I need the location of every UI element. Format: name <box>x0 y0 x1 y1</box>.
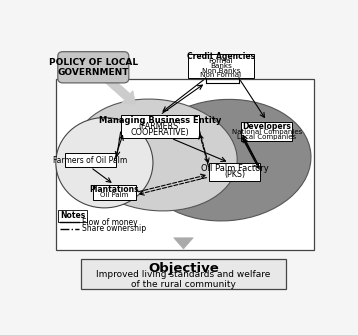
Text: Plantations: Plantations <box>89 185 139 194</box>
Text: Objective: Objective <box>148 262 219 275</box>
Text: Banks: Banks <box>210 63 232 69</box>
Bar <box>241 122 292 141</box>
FancyBboxPatch shape <box>58 52 129 83</box>
Text: Flow of money: Flow of money <box>82 217 138 226</box>
Text: Local Companies: Local Companies <box>237 134 296 140</box>
Text: Oil Palm Factory: Oil Palm Factory <box>201 164 268 174</box>
Bar <box>121 115 199 138</box>
Text: (PKS): (PKS) <box>224 170 245 179</box>
Text: Improved living standards and welfare
of the rural community: Improved living standards and welfare of… <box>96 270 271 289</box>
Text: Managing Business Entity: Managing Business Entity <box>99 117 221 125</box>
Ellipse shape <box>74 99 237 211</box>
FancyArrowPatch shape <box>105 76 136 104</box>
Bar <box>56 79 314 251</box>
Bar <box>188 54 253 78</box>
Text: (FARMERS': (FARMERS' <box>139 122 181 131</box>
Text: Non Formal: Non Formal <box>200 72 242 78</box>
Text: Formal: Formal <box>209 58 233 64</box>
Ellipse shape <box>139 99 311 221</box>
Text: National Companies: National Companies <box>232 129 302 135</box>
Text: Oil Palm: Oil Palm <box>100 192 128 198</box>
Text: Developers: Developers <box>242 122 291 131</box>
Bar <box>93 185 136 200</box>
Ellipse shape <box>56 118 153 208</box>
Bar <box>209 163 261 181</box>
Text: Non Banks: Non Banks <box>202 68 240 74</box>
Text: Farmers of Oil Palm: Farmers of Oil Palm <box>53 156 128 164</box>
FancyBboxPatch shape <box>81 259 286 289</box>
Bar <box>65 153 116 167</box>
Text: COOPERATIVE): COOPERATIVE) <box>131 128 189 137</box>
Text: POLICY OF LOCAL
GOVERNMENT: POLICY OF LOCAL GOVERNMENT <box>49 58 138 77</box>
Text: Credit Agencies: Credit Agencies <box>187 52 255 61</box>
Text: Notes: Notes <box>60 211 85 220</box>
Text: Share ownership: Share ownership <box>82 224 146 233</box>
